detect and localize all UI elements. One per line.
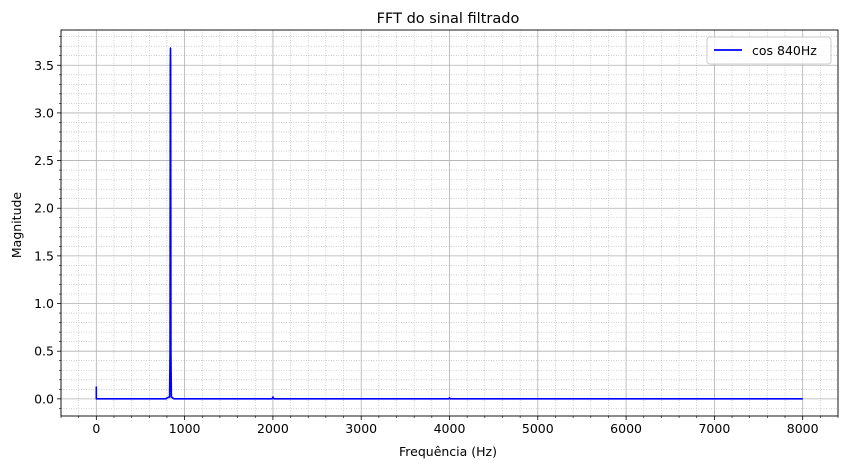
legend: cos 840Hz	[706, 36, 832, 65]
y-axis-ticks: 0.0 0.5 1.0 1.5 2.0 2.5 3.0 3.5	[34, 58, 61, 406]
y-tick-label: 3.0	[34, 105, 54, 120]
chart-title: FFT do sinal filtrado	[377, 11, 520, 27]
x-axis-ticks: 0 1000 2000 3000 4000 5000 6000 7000 8000	[92, 416, 819, 436]
y-tick-label: 1.0	[34, 296, 54, 311]
y-tick-label: 1.5	[34, 248, 54, 263]
y-tick-label: 0.0	[34, 391, 54, 406]
x-tick-label: 1000	[169, 421, 201, 436]
x-tick-label: 5000	[522, 421, 554, 436]
x-tick-label: 0	[92, 421, 100, 436]
y-tick-label: 0.5	[34, 344, 54, 359]
x-axis-label: Frequência (Hz)	[399, 444, 497, 459]
plot-area: 0 1000 2000 3000 4000 5000 6000 7000 8000 0.0 0.5…	[34, 29, 839, 436]
x-tick-label: 2000	[257, 421, 289, 436]
y-axis-label: Magnitude	[9, 192, 24, 259]
x-tick-label: 6000	[610, 421, 642, 436]
legend-box	[706, 36, 832, 65]
x-tick-label: 3000	[345, 421, 377, 436]
y-tick-label: 3.5	[34, 58, 54, 73]
legend-label-cos-840hz: cos 840Hz	[752, 43, 817, 58]
series-line-cos-840hz	[95, 47, 803, 400]
series-layer	[95, 47, 803, 400]
x-tick-label: 7000	[698, 421, 730, 436]
y-tick-label: 2.5	[34, 153, 54, 168]
x-tick-label: 8000	[787, 421, 819, 436]
y-tick-label: 2.0	[34, 201, 54, 216]
x-tick-label: 4000	[434, 421, 466, 436]
